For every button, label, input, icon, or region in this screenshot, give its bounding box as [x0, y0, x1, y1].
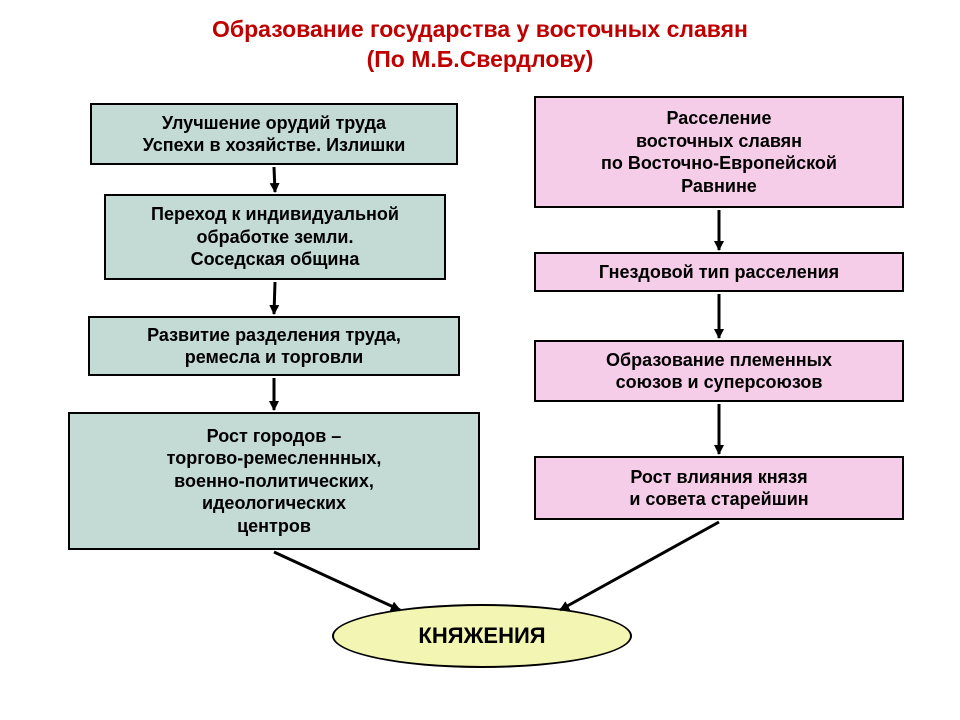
node-text: Расселениевосточных славянпо Восточно-Ев…	[601, 107, 837, 197]
node-text: Развитие разделения труда,ремесла и торг…	[147, 324, 401, 369]
diagram-canvas: Образование государства у восточных слав…	[0, 0, 960, 720]
node-text: Образование племенныхсоюзов и суперсоюзо…	[606, 349, 832, 394]
node-text: Гнездовой тип расселения	[599, 261, 839, 284]
title-line-2: (По М.Б.Свердлову)	[0, 46, 960, 73]
node-settlement: Расселениевосточных славянпо Восточно-Ев…	[534, 96, 904, 208]
result-text: КНЯЖЕНИЯ	[418, 623, 545, 649]
node-tribal-unions: Образование племенныхсоюзов и суперсоюзо…	[534, 340, 904, 402]
node-text: Улучшение орудий трудаУспехи в хозяйстве…	[143, 112, 406, 157]
node-result-knyazheniya: КНЯЖЕНИЯ	[332, 604, 632, 668]
node-text: Рост влияния князяи совета старейшин	[629, 466, 808, 511]
node-text: Рост городов –торгово-ремесленнных,военн…	[167, 425, 382, 538]
node-prince-influence: Рост влияния князяи совета старейшин	[534, 456, 904, 520]
node-labor-division: Развитие разделения труда,ремесла и торг…	[88, 316, 460, 376]
node-text: Переход к индивидуальнойобработке земли.…	[151, 203, 399, 271]
node-individual-farming: Переход к индивидуальнойобработке земли.…	[104, 194, 446, 280]
node-city-growth: Рост городов –торгово-ремесленнных,военн…	[68, 412, 480, 550]
node-nest-settlement: Гнездовой тип расселения	[534, 252, 904, 292]
title-line-1: Образование государства у восточных слав…	[0, 16, 960, 43]
node-tools-improvement: Улучшение орудий трудаУспехи в хозяйстве…	[90, 103, 458, 165]
